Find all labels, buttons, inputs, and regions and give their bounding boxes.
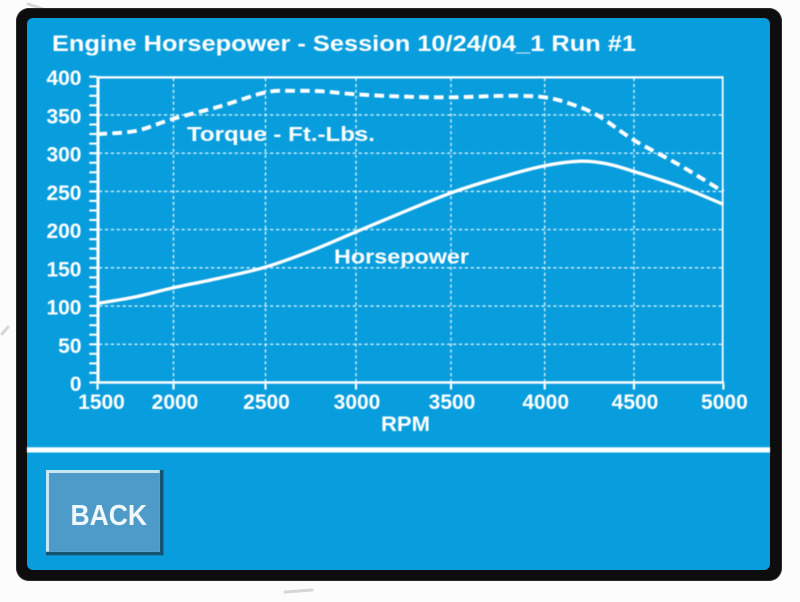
svg-text:250: 250 <box>46 182 81 205</box>
svg-text:150: 150 <box>46 258 81 281</box>
svg-text:3000: 3000 <box>334 391 381 414</box>
svg-text:100: 100 <box>46 297 81 320</box>
svg-text:4000: 4000 <box>522 391 569 414</box>
svg-text:Engine Horsepower - Session 10: Engine Horsepower - Session 10/24/04_1 R… <box>52 31 636 56</box>
svg-text:1500: 1500 <box>78 391 125 414</box>
svg-text:50: 50 <box>58 335 81 358</box>
svg-text:300: 300 <box>46 144 81 167</box>
svg-text:RPM: RPM <box>381 413 430 436</box>
svg-text:Horsepower: Horsepower <box>334 246 469 269</box>
svg-text:200: 200 <box>46 220 81 243</box>
svg-text:400: 400 <box>46 67 81 90</box>
svg-text:3500: 3500 <box>429 391 476 414</box>
svg-text:5000: 5000 <box>701 391 748 414</box>
svg-text:BACK: BACK <box>71 500 148 532</box>
svg-text:0: 0 <box>70 373 82 396</box>
svg-text:350: 350 <box>46 105 81 128</box>
svg-text:Torque - Ft.-Lbs.: Torque - Ft.-Lbs. <box>187 123 375 146</box>
svg-text:2000: 2000 <box>152 391 199 414</box>
svg-text:2500: 2500 <box>243 391 290 414</box>
svg-text:4500: 4500 <box>612 391 659 414</box>
